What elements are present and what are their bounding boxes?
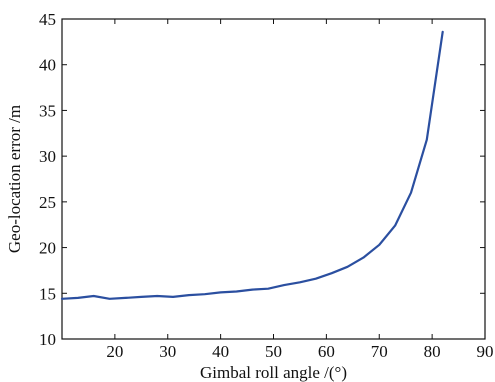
x-tick-label: 40	[212, 342, 229, 361]
y-tick-label: 30	[39, 147, 56, 166]
x-tick-label: 90	[477, 342, 494, 361]
x-tick-label: 70	[371, 342, 388, 361]
y-tick-label: 25	[39, 193, 56, 212]
x-axis-label: Gimbal roll angle /(°)	[200, 363, 347, 382]
plot-area	[60, 18, 486, 340]
x-tick-label: 60	[318, 342, 335, 361]
y-axis-label: Geo-location error /m	[5, 105, 24, 253]
plot-frame	[61, 18, 486, 340]
x-tick-label: 50	[265, 342, 282, 361]
x-tick-label: 20	[106, 342, 123, 361]
series-line-0	[60, 30, 444, 300]
x-tick-label: 80	[424, 342, 441, 361]
x-tick-label: 30	[159, 342, 176, 361]
y-tick-label: 35	[39, 101, 56, 120]
y-tick-label: 45	[39, 10, 56, 29]
y-tick-label: 15	[39, 284, 56, 303]
y-tick-label: 10	[39, 330, 56, 349]
y-tick-label: 20	[39, 239, 56, 258]
y-tick-label: 40	[39, 56, 56, 75]
axis-ticks: 20 30 40 50 60 70 80 90 10 15 20 25 30 35 40 45	[39, 10, 494, 361]
